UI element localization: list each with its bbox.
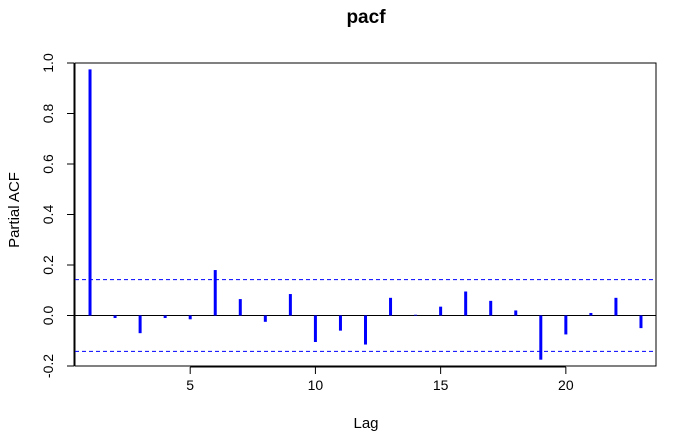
y-tick-label: 0.6 [40, 154, 56, 174]
y-tick-label: 0.4 [40, 205, 56, 225]
y-axis: -0.2 0.0 0.2 0.4 0.6 0.8 1.0 [40, 53, 75, 378]
x-axis-label: Lag [353, 415, 378, 432]
pacf-bars [88, 69, 643, 360]
plot-frame [74, 62, 657, 367]
x-tick-label: 10 [308, 377, 324, 393]
y-tick-label: -0.2 [40, 354, 56, 378]
y-tick-label: 0.8 [40, 104, 56, 124]
x-tick-label: 15 [433, 377, 449, 393]
chart-title: pacf [346, 7, 386, 28]
x-tick-label: 5 [186, 377, 194, 393]
y-tick-label: 0.2 [40, 255, 56, 275]
x-tick-label: 20 [558, 377, 574, 393]
y-axis-label: Partial ACF [6, 172, 23, 248]
confidence-bounds [75, 279, 656, 352]
x-axis: 5 10 15 20 [186, 366, 574, 393]
y-tick-label: 0.0 [40, 306, 56, 326]
y-tick-label: 1.0 [40, 53, 56, 73]
